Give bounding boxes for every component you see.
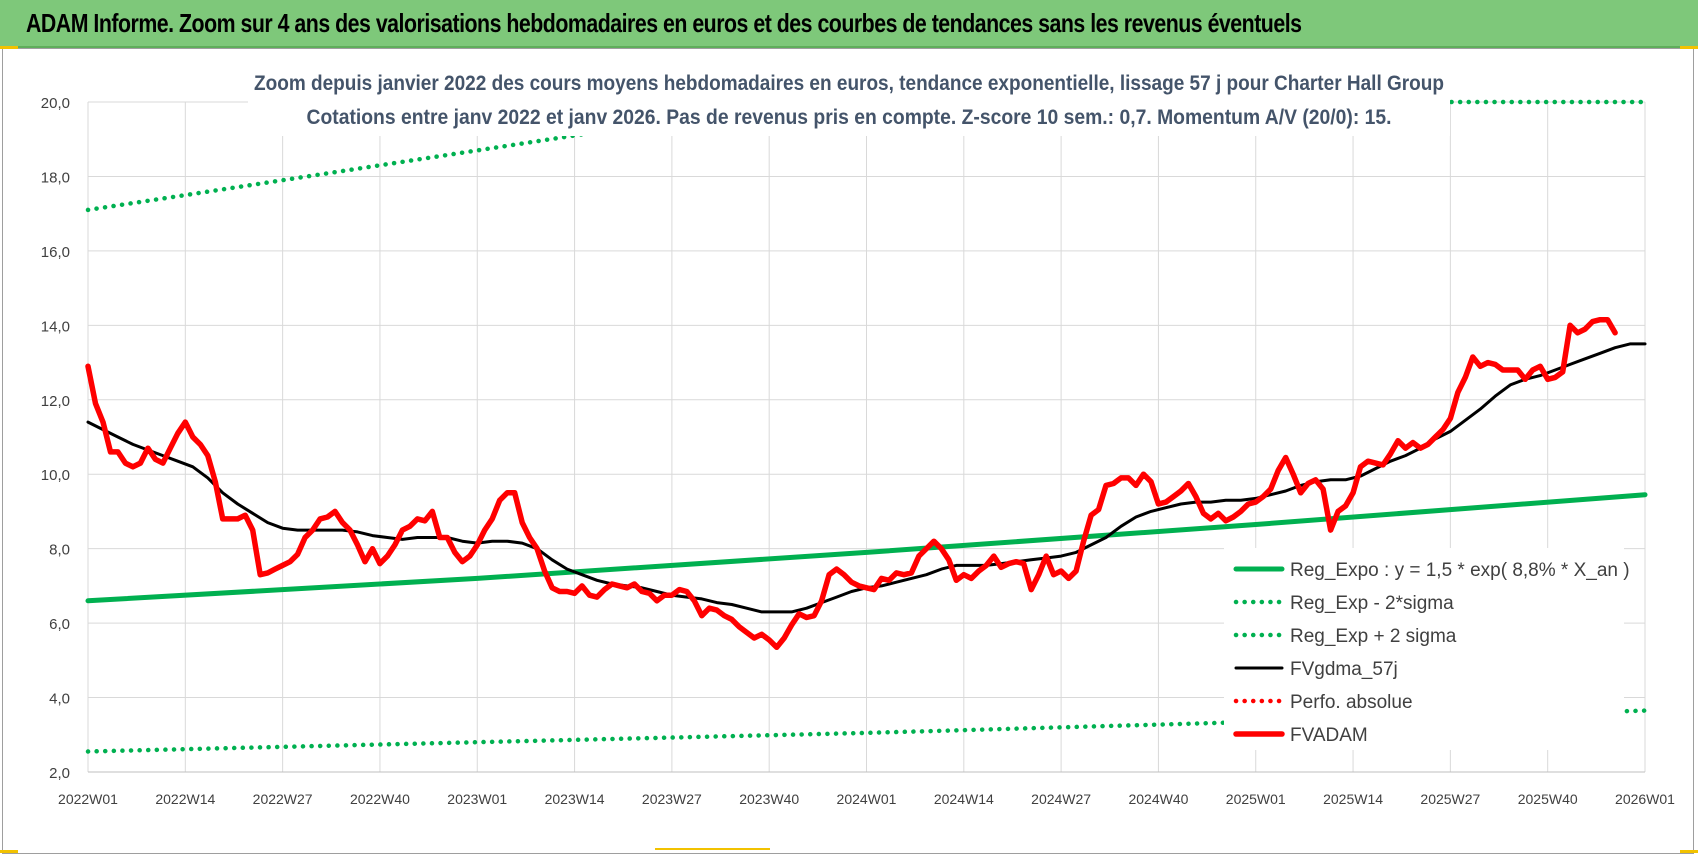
- title-backdrop: [248, 70, 1450, 136]
- x-tick-label: 2024W27: [1031, 791, 1091, 807]
- x-tick-label: 2025W14: [1323, 791, 1383, 807]
- chart-title: Zoom depuis janvier 2022 des cours moyen…: [254, 72, 1444, 95]
- x-tick-label: 2022W40: [350, 791, 410, 807]
- header-banner: ADAM Informe. Zoom sur 4 ans des valoris…: [0, 0, 1698, 48]
- y-tick-label: 16,0: [41, 244, 70, 261]
- y-tick-label: 6,0: [49, 616, 70, 633]
- legend-label: Reg_Exp + 2 sigma: [1290, 626, 1457, 647]
- legend-label: FVgdma_57j: [1290, 659, 1398, 680]
- corner-mark-right-top: [1680, 46, 1698, 49]
- y-tick-label: 4,0: [49, 691, 70, 708]
- x-tick-label: 2023W14: [545, 791, 605, 807]
- x-tick-label: 2023W01: [447, 791, 507, 807]
- x-tick-label: 2022W14: [155, 791, 215, 807]
- legend-label: FVADAM: [1290, 725, 1368, 746]
- x-tick-label: 2024W40: [1128, 791, 1188, 807]
- banner-title: ADAM Informe. Zoom sur 4 ans des valoris…: [26, 8, 1302, 38]
- legend-label: Perfo. absolue: [1290, 692, 1413, 713]
- x-tick-label: 2024W01: [837, 791, 897, 807]
- corner-mark-left-bottom: [0, 850, 18, 853]
- legend-box: [1224, 548, 1624, 750]
- y-tick-label: 14,0: [41, 318, 70, 335]
- corner-mark-right-bottom: [1680, 850, 1698, 853]
- fvadam-line: [85, 316, 1618, 651]
- x-tick-label: 2026W01: [1615, 791, 1675, 807]
- x-tick-label: 2025W40: [1518, 791, 1578, 807]
- y-tick-label: 18,0: [41, 169, 70, 186]
- corner-mark-left-top: [0, 46, 18, 49]
- legend: Reg_Expo : y = 1,5 * exp( 8,8% * X_an ) R…: [1224, 548, 1630, 750]
- y-tick-label: 10,0: [41, 467, 70, 484]
- chart-frame: [2, 48, 1694, 854]
- legend-label: Reg_Expo : y = 1,5 * exp( 8,8% * X_an ): [1290, 560, 1630, 581]
- axis-layer: 20,0 18,0 16,0 14,0 12,0 10,0 8,0 6,0 4,0 2,0 2022…: [41, 95, 1675, 807]
- x-tick-label: 2023W27: [642, 791, 702, 807]
- legend-label: Reg_Exp - 2*sigma: [1290, 593, 1454, 614]
- reg-expo-line: [85, 492, 1648, 604]
- chart-subtitle: Cotations entre janv 2022 et janv 2026. …: [307, 106, 1392, 129]
- x-tick-label: 2024W14: [934, 791, 994, 807]
- x-tick-label: 2025W27: [1420, 791, 1480, 807]
- x-tick-label: 2023W40: [739, 791, 799, 807]
- x-tick-label: 2022W27: [253, 791, 313, 807]
- y-tick-label: 8,0: [49, 542, 70, 559]
- x-tick-label: 2025W01: [1226, 791, 1286, 807]
- reg-exp-plus-2sigma-line: [85, 99, 802, 213]
- x-tick-label: 2022W01: [58, 791, 118, 807]
- y-tick-label: 2,0: [49, 765, 70, 782]
- y-tick-label: 20,0: [41, 95, 70, 112]
- y-tick-label: 12,0: [41, 393, 70, 410]
- bottom-center-mark: [655, 848, 770, 850]
